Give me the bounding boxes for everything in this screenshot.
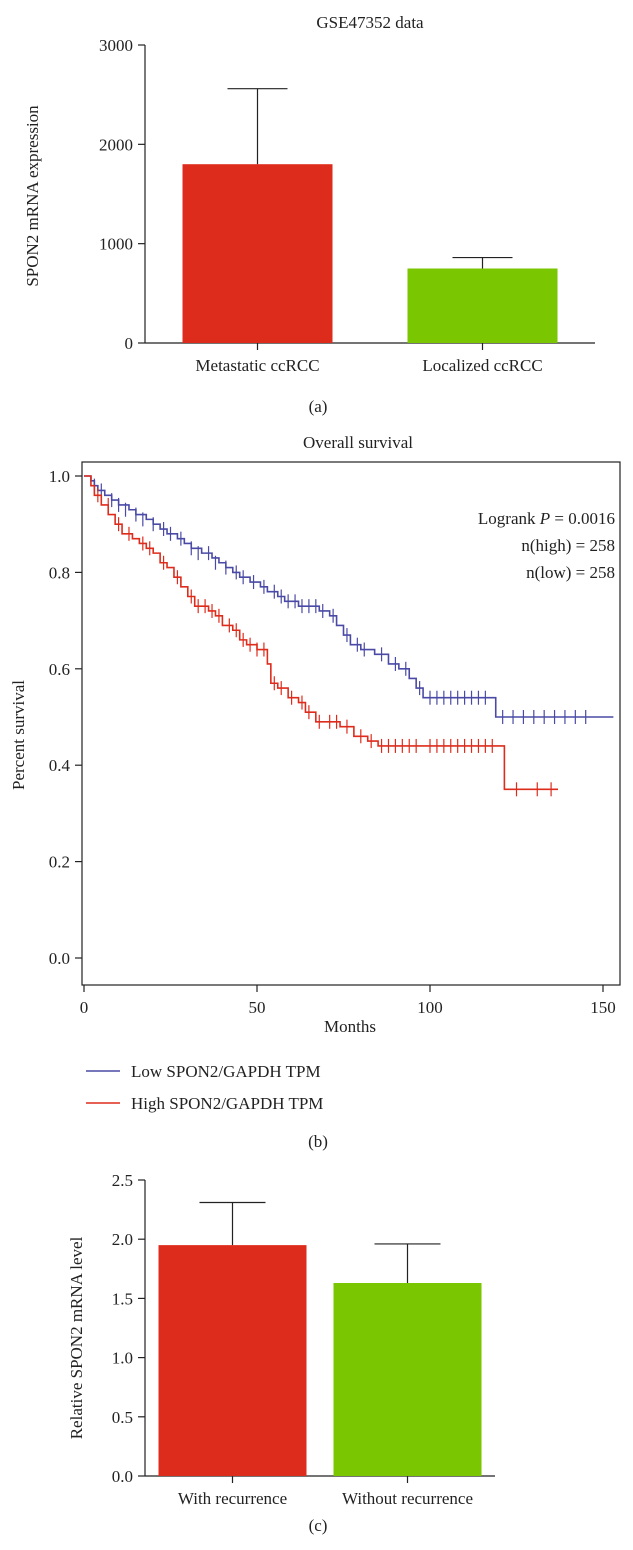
x-tick-label: Without recurrence — [342, 1489, 473, 1508]
tick-labels: 0 1000 2000 3000 Metastatic ccRCC Localized c… — [99, 36, 543, 375]
y-tick-label: 2.5 — [112, 1171, 133, 1190]
bar — [333, 1283, 482, 1476]
y-axis-label: SPON2 mRNA expression — [23, 105, 42, 287]
y-tick-label: 0.6 — [49, 660, 70, 679]
y-tick-label: 0 — [125, 334, 134, 353]
panel-label: (a) — [309, 397, 328, 416]
y-tick-label: 0.2 — [49, 853, 70, 872]
axes — [75, 461, 621, 992]
survival-curves — [84, 475, 614, 797]
y-tick-label: 0.0 — [49, 949, 70, 968]
survival-series-low — [84, 475, 614, 724]
x-axis-label: Months — [324, 1017, 376, 1036]
survival-curve — [84, 475, 614, 718]
logrank-p-text: Logrank P = 0.0016 — [478, 509, 615, 528]
y-axis-label: Percent survival — [9, 680, 28, 790]
y-tick-label: 0.4 — [49, 756, 71, 775]
y-tick-label: 1.5 — [112, 1289, 133, 1308]
x-tick-label: 0 — [80, 998, 89, 1017]
logrank-annotation: Logrank P = 0.0016 n(high) = 258 n(low) … — [478, 509, 615, 582]
y-tick-label: 1000 — [99, 235, 133, 254]
n-high-text: n(high) = 258 — [521, 536, 615, 555]
y-axis-label: Relative SPON2 mRNA level — [67, 1236, 86, 1439]
y-tick-label: 1.0 — [49, 467, 70, 486]
n-low-text: n(low) = 258 — [526, 563, 615, 582]
legend: Low SPON2/GAPDH TPM High SPON2/GAPDH TPM — [86, 1062, 323, 1113]
x-tick-label: 50 — [249, 998, 266, 1017]
panel-c-bar-chart: Relative SPON2 mRNA level 0.0 0.5 1.0 1.5 2.… — [67, 1171, 495, 1535]
tick-labels: 0.0 0.5 1.0 1.5 2.0 2.5 With recurrence Without… — [112, 1171, 473, 1508]
chart-title: GSE47352 data — [316, 13, 424, 32]
bar — [407, 268, 558, 343]
x-tick-label: With recurrence — [178, 1489, 287, 1508]
panel-label: (c) — [309, 1516, 328, 1535]
x-tick-label: 150 — [590, 998, 616, 1017]
chart-title: Overall survival — [303, 433, 413, 452]
y-tick-label: 0.5 — [112, 1408, 133, 1427]
y-tick-label: 2000 — [99, 135, 133, 154]
panel-label: (b) — [308, 1132, 328, 1151]
survival-series-high — [84, 475, 559, 797]
bar — [158, 1245, 307, 1476]
panel-a-bar-chart: GSE47352 data SPON2 mRNA expression 0 100… — [23, 13, 595, 416]
legend-label-low: Low SPON2/GAPDH TPM — [131, 1062, 321, 1081]
x-tick-label: Metastatic ccRCC — [195, 356, 319, 375]
bars — [182, 88, 558, 343]
bar — [182, 164, 333, 343]
x-tick-label: Localized ccRCC — [422, 356, 542, 375]
y-tick-label: 0.8 — [49, 563, 70, 582]
panel-b-survival-chart: Overall survival Percent survival Months… — [9, 433, 621, 1151]
plot-frame — [81, 461, 621, 986]
y-tick-label: 2.0 — [112, 1230, 133, 1249]
bars — [158, 1201, 482, 1476]
y-tick-label: 3000 — [99, 36, 133, 55]
x-tick-label: 100 — [417, 998, 443, 1017]
tick-labels: 0 50 100 150 0.0 0.2 0.4 0.6 0.8 1.0 — [49, 467, 616, 1017]
y-tick-label: 0.0 — [112, 1467, 133, 1486]
y-tick-label: 1.0 — [112, 1349, 133, 1368]
legend-label-high: High SPON2/GAPDH TPM — [131, 1094, 323, 1113]
